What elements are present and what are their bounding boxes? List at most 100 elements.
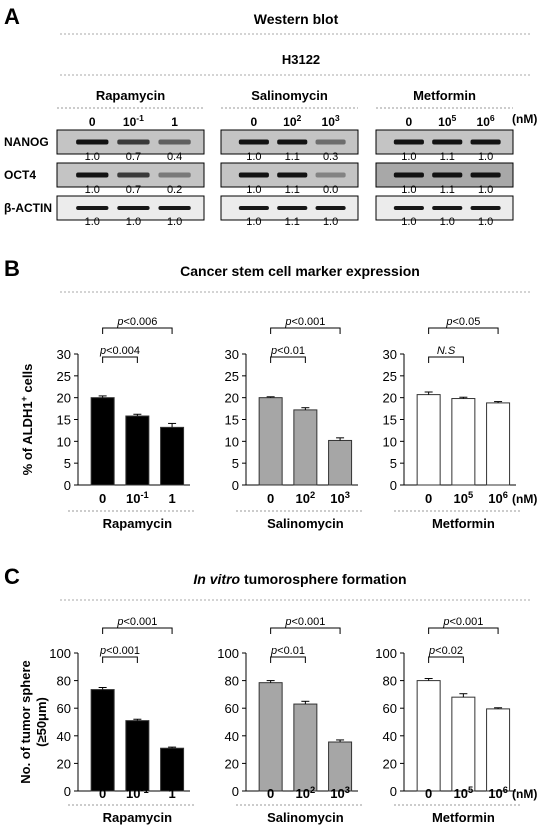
- y-tick-label: 80: [225, 674, 239, 689]
- y-axis-title-line: (≥50μm): [34, 697, 49, 747]
- blot-quant-value: 0.7: [126, 151, 141, 163]
- significance-bracket: [102, 356, 138, 363]
- y-tick-label: 10: [57, 434, 71, 449]
- p-value-label-p: p: [99, 645, 106, 657]
- bar: [160, 747, 185, 792]
- blot-band: [158, 172, 191, 178]
- drug-label: Rapamycin: [103, 516, 172, 531]
- y-tick-label: 25: [383, 369, 397, 384]
- x-tick-label: 10-1: [126, 490, 149, 506]
- x-tick-label: 106: [488, 785, 508, 801]
- p-value-label-value: <0.001: [106, 645, 140, 657]
- blot-band: [470, 139, 501, 145]
- panel-c-title-rest: tumorosphere formation: [240, 571, 406, 587]
- blot-quant-value: 1.1: [285, 184, 300, 196]
- x-tick-label-base: 0: [267, 491, 274, 506]
- p-value-label-value: <0.001: [291, 316, 325, 328]
- p-value-label-value: <0.001: [123, 616, 157, 628]
- p-value-label: p<0.001: [442, 616, 483, 628]
- y-tick-label: 40: [57, 729, 71, 744]
- y-tick-label: 80: [57, 674, 71, 689]
- y-tick-label: 30: [383, 347, 397, 362]
- bar: [486, 708, 511, 792]
- x-tick-label-base: 10: [126, 491, 140, 506]
- blot-drug-label: Salinomycin: [251, 88, 328, 103]
- bar: [451, 398, 476, 486]
- blot-quant-value: 1.1: [285, 151, 300, 163]
- blot-dose-label-base: 10: [322, 115, 336, 129]
- x-tick-label: 0: [99, 786, 106, 801]
- y-tick-label: 5: [64, 456, 71, 471]
- blot-band: [238, 206, 269, 210]
- drug-label: Metformin: [432, 516, 495, 531]
- x-unit-label: (nM): [512, 787, 537, 801]
- blot-band: [117, 139, 150, 145]
- marker-label-2: β-ACTIN: [4, 201, 52, 215]
- bar: [416, 394, 441, 486]
- p-value-label: p<0.01: [270, 345, 305, 357]
- blot-dose-label-exp: 2: [297, 113, 302, 123]
- p-value-label-p: p: [116, 616, 123, 628]
- blot-dose-label-base: 10: [283, 115, 297, 129]
- blot-dose-label: 10-1: [123, 113, 144, 129]
- panel-b-letter: B: [4, 256, 20, 281]
- y-axis-title: % of ALDH1+ cells: [19, 364, 35, 476]
- p-value-label-p: p: [116, 316, 123, 328]
- bar: [160, 426, 185, 486]
- bar: [451, 696, 476, 792]
- blot-quant-value: 0.7: [126, 184, 141, 196]
- blot-quant-value: 1.1: [440, 184, 455, 196]
- blot-unit-label: (nM): [512, 112, 537, 126]
- blot-quant-value: 1.0: [478, 184, 493, 196]
- blot-quant-value: 1.1: [285, 216, 300, 228]
- y-tick-label: 15: [225, 413, 239, 428]
- bar: [90, 689, 115, 792]
- panel-b-title: Cancer stem cell marker expression: [180, 263, 420, 279]
- blot-quant-value: 1.0: [401, 151, 416, 163]
- blot-quant-value: 1.0: [126, 216, 141, 228]
- y-tick-label: 25: [57, 369, 71, 384]
- bar: [258, 682, 283, 792]
- bar: [293, 703, 318, 792]
- blot-quant-value: 1.0: [246, 216, 261, 228]
- blot-dose-label: 0: [251, 115, 258, 129]
- bar: [328, 741, 353, 792]
- blot-band: [393, 139, 424, 145]
- blot-quant-value: 1.0: [246, 151, 261, 163]
- blot-band: [158, 206, 191, 210]
- p-value-label-p: p: [428, 645, 435, 657]
- p-value-label-p: p: [442, 616, 449, 628]
- blot-quant-value: 1.0: [167, 216, 182, 228]
- p-value-label: p<0.006: [116, 316, 157, 328]
- x-tick-label: 102: [296, 785, 316, 801]
- drug-label: Salinomycin: [267, 516, 344, 531]
- y-tick-label: 20: [225, 391, 239, 406]
- x-tick-label-exp: 6: [503, 490, 508, 500]
- p-value-label: p<0.02: [428, 645, 463, 657]
- p-value-label-p: p: [445, 316, 452, 328]
- x-tick-label: 1: [168, 491, 175, 506]
- panel-c-title-italic: In vitro: [193, 571, 240, 587]
- blot-dose-label-exp: 6: [490, 113, 495, 123]
- blot-drug-label: Metformin: [413, 88, 476, 103]
- blot-quant-value: 1.0: [85, 216, 100, 228]
- p-value-label-value: <0.01: [277, 345, 305, 357]
- panel-a-letter: A: [4, 4, 20, 29]
- blot-quant-value: 1.0: [478, 216, 493, 228]
- y-tick-label: 80: [383, 674, 397, 689]
- x-tick-label-exp: 6: [503, 785, 508, 795]
- panel-c-letter: C: [4, 564, 20, 589]
- p-value-label: p<0.05: [445, 316, 480, 328]
- y-tick-label: 60: [225, 701, 239, 716]
- y-tick-label: 30: [57, 347, 71, 362]
- x-tick-label-base: 0: [267, 786, 274, 801]
- drug-label: Salinomycin: [267, 810, 344, 825]
- blot-dose-label-base: 10: [477, 115, 491, 129]
- y-tick-label: 20: [57, 391, 71, 406]
- y-tick-label: 15: [57, 413, 71, 428]
- significance-bracket: [270, 656, 306, 663]
- drug-label: Rapamycin: [103, 810, 172, 825]
